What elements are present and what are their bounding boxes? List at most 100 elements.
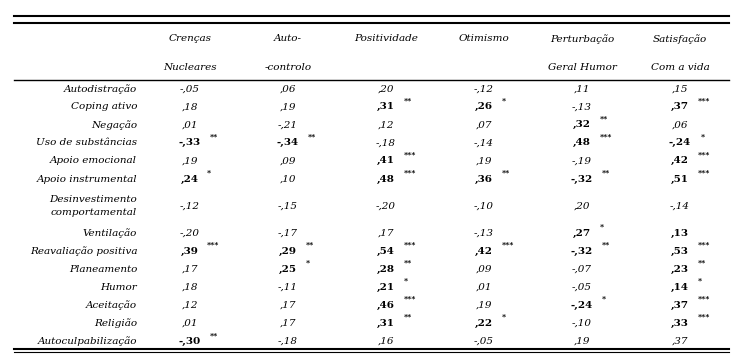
Text: ***: *** xyxy=(697,169,710,177)
Text: ,24: ,24 xyxy=(181,174,199,183)
Text: ,32: ,32 xyxy=(573,120,591,129)
Text: ,22: ,22 xyxy=(475,319,493,328)
Text: ***: *** xyxy=(207,241,219,249)
Text: ***: *** xyxy=(403,169,415,177)
Text: ,13: ,13 xyxy=(671,229,689,238)
Text: ,51: ,51 xyxy=(671,174,689,183)
Text: Coping ativo: Coping ativo xyxy=(70,102,137,111)
Text: -,32: -,32 xyxy=(571,247,593,256)
Text: -,14: -,14 xyxy=(670,202,690,211)
Text: ,39: ,39 xyxy=(181,247,199,256)
Text: ,09: ,09 xyxy=(280,157,296,165)
Text: ,54: ,54 xyxy=(377,247,395,256)
Text: ,21: ,21 xyxy=(377,283,395,292)
Text: *: * xyxy=(700,132,705,140)
Text: Desinvestimento: Desinvestimento xyxy=(49,195,137,204)
Text: -,07: -,07 xyxy=(572,265,592,274)
Text: **: ** xyxy=(305,241,313,249)
Text: Auto-: Auto- xyxy=(274,34,302,43)
Text: -,33: -,33 xyxy=(179,139,201,148)
Text: ,41: ,41 xyxy=(377,157,395,165)
Text: Perturbação: Perturbação xyxy=(550,34,614,44)
Text: -,18: -,18 xyxy=(376,139,396,148)
Text: -,10: -,10 xyxy=(474,202,494,211)
Text: *: * xyxy=(305,259,310,267)
Text: ,20: ,20 xyxy=(377,84,394,93)
Text: ,10: ,10 xyxy=(280,174,296,183)
Text: Apoio instrumental: Apoio instrumental xyxy=(37,174,137,183)
Text: ,07: ,07 xyxy=(476,120,493,129)
Text: -,20: -,20 xyxy=(376,202,396,211)
Text: ,17: ,17 xyxy=(377,229,394,238)
Text: ***: *** xyxy=(697,295,710,303)
Text: Humor: Humor xyxy=(101,283,137,292)
Text: -,10: -,10 xyxy=(572,319,592,328)
Text: -,05: -,05 xyxy=(180,84,200,93)
Text: -,15: -,15 xyxy=(278,202,298,211)
Text: Positividade: Positividade xyxy=(354,34,418,43)
Text: **: ** xyxy=(308,132,316,140)
Text: Autodistração: Autodistração xyxy=(64,84,137,94)
Text: ,19: ,19 xyxy=(574,337,590,346)
Text: Nucleares: Nucleares xyxy=(163,63,217,72)
Text: -controlo: -controlo xyxy=(264,63,311,72)
Text: ,37: ,37 xyxy=(671,102,689,111)
Text: -,30: -,30 xyxy=(178,337,201,346)
Text: ,12: ,12 xyxy=(181,301,198,310)
Text: **: ** xyxy=(600,115,608,122)
Text: **: ** xyxy=(403,259,412,267)
Text: Geral Humor: Geral Humor xyxy=(548,63,617,72)
Text: ,19: ,19 xyxy=(280,102,296,111)
Text: ,29: ,29 xyxy=(279,247,297,256)
Text: ,01: ,01 xyxy=(181,319,198,328)
Text: -,24: -,24 xyxy=(571,301,593,310)
Text: Religião: Religião xyxy=(94,318,137,328)
Text: ,23: ,23 xyxy=(671,265,689,274)
Text: ,14: ,14 xyxy=(671,283,689,292)
Text: ,09: ,09 xyxy=(476,265,493,274)
Text: ,26: ,26 xyxy=(475,102,493,111)
Text: ,18: ,18 xyxy=(181,283,198,292)
Text: -,20: -,20 xyxy=(180,229,200,238)
Text: ,31: ,31 xyxy=(377,102,395,111)
Text: Reavaliação positiva: Reavaliação positiva xyxy=(29,246,137,256)
Text: ***: *** xyxy=(403,150,415,159)
Text: ***: *** xyxy=(697,313,710,321)
Text: ,12: ,12 xyxy=(377,120,394,129)
Text: -,19: -,19 xyxy=(572,157,592,165)
Text: ,17: ,17 xyxy=(181,265,198,274)
Text: ,37: ,37 xyxy=(671,301,689,310)
Text: -,12: -,12 xyxy=(474,84,494,93)
Text: ,06: ,06 xyxy=(672,120,688,129)
Text: ,19: ,19 xyxy=(476,301,493,310)
Text: Aceitação: Aceitação xyxy=(86,300,137,310)
Text: ,42: ,42 xyxy=(671,157,689,165)
Text: -,24: -,24 xyxy=(669,139,691,148)
Text: -,12: -,12 xyxy=(180,202,200,211)
Text: *: * xyxy=(697,277,702,285)
Text: ,28: ,28 xyxy=(377,265,395,274)
Text: ,06: ,06 xyxy=(280,84,296,93)
Text: ,17: ,17 xyxy=(280,301,296,310)
Text: ,01: ,01 xyxy=(476,283,493,292)
Text: comportamental: comportamental xyxy=(51,208,137,217)
Text: *: * xyxy=(403,277,407,285)
Text: -,13: -,13 xyxy=(572,102,592,111)
Text: ,37: ,37 xyxy=(672,337,688,346)
Text: Com a vida: Com a vida xyxy=(650,63,709,72)
Text: -,17: -,17 xyxy=(278,229,298,238)
Text: ,48: ,48 xyxy=(573,139,591,148)
Text: Ventilação: Ventilação xyxy=(83,228,137,238)
Text: ,33: ,33 xyxy=(671,319,689,328)
Text: Autoculpabilização: Autoculpabilização xyxy=(37,337,137,346)
Text: Satisfação: Satisfação xyxy=(653,34,707,44)
Text: ***: *** xyxy=(501,241,514,249)
Text: -,18: -,18 xyxy=(278,337,298,346)
Text: *: * xyxy=(603,295,606,303)
Text: ,19: ,19 xyxy=(181,157,198,165)
Text: ,48: ,48 xyxy=(377,174,395,183)
Text: Crenças: Crenças xyxy=(168,34,211,43)
Text: ,16: ,16 xyxy=(377,337,394,346)
Text: -,34: -,34 xyxy=(277,139,299,148)
Text: -,05: -,05 xyxy=(474,337,494,346)
